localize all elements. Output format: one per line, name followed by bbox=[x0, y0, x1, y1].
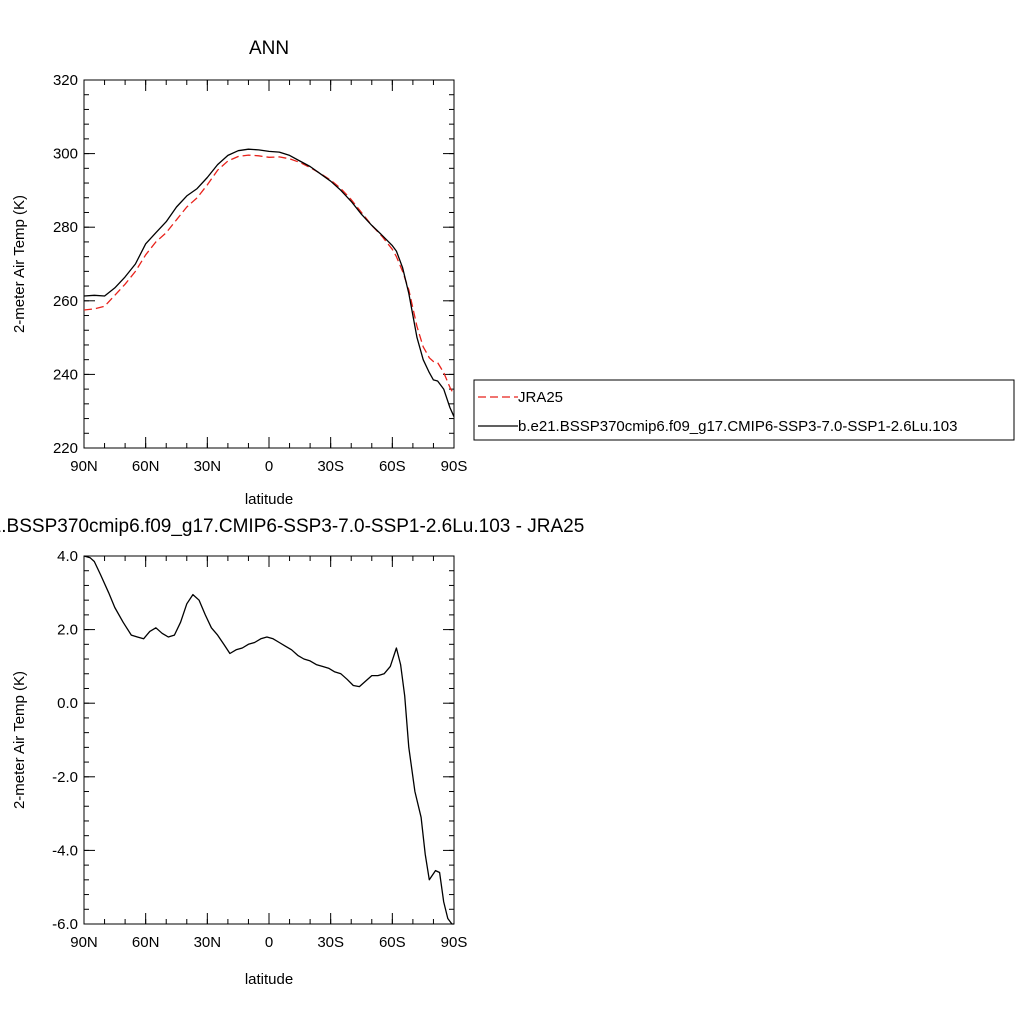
bottom-x-tick-label: 30N bbox=[194, 934, 222, 951]
top-x-tick-label: 30N bbox=[194, 458, 222, 475]
bottom-x-tick-label: 30S bbox=[317, 934, 344, 951]
bottom-plot-frame bbox=[83, 555, 455, 925]
top-x-tick-label: 90S bbox=[441, 458, 468, 475]
bottom-x-tick-label: 60N bbox=[132, 934, 160, 951]
bottom-y-tick-label: 2.0 bbox=[57, 622, 78, 639]
legend-label-jra25: JRA25 bbox=[518, 389, 563, 406]
bottom-x-tick-label: 60S bbox=[379, 934, 406, 951]
top-x-tick-label: 90N bbox=[70, 458, 98, 475]
top-x-tick-label: 60N bbox=[132, 458, 160, 475]
top-y-tick-label: 280 bbox=[53, 219, 78, 236]
top-y-tick-label: 300 bbox=[53, 146, 78, 163]
top-x-tick-label: 30S bbox=[317, 458, 344, 475]
top-plot-area: 90N 60N 30N 0 30S 60S 90S 220 240 260 280 300 320 bbox=[53, 72, 467, 475]
bottom-y-tick-label: 4.0 bbox=[57, 548, 78, 565]
top-y-tick-label: 260 bbox=[53, 293, 78, 310]
bottom-y-tick-label: -6.0 bbox=[52, 916, 78, 933]
bottom-y-tick-label: 0.0 bbox=[57, 695, 78, 712]
top-series-line-1 bbox=[83, 148, 455, 417]
top-x-axis-label: latitude bbox=[245, 491, 293, 508]
top-y-tick-label: 240 bbox=[53, 366, 78, 383]
top-y-tick-label: 220 bbox=[53, 440, 78, 457]
bottom-panel-title: b.e21.BSSP370cmip6.f09_g17.CMIP6-SSP3-7.… bbox=[0, 516, 584, 537]
bottom-x-tick-label: 0 bbox=[265, 934, 273, 951]
bottom-series-line-0 bbox=[83, 555, 454, 925]
top-series-line-0 bbox=[83, 154, 455, 395]
bottom-x-tick-label: 90S bbox=[441, 934, 468, 951]
bottom-panel: b.e21.BSSP370cmip6.f09_g17.CMIP6-SSP3-7.… bbox=[0, 516, 584, 988]
bottom-y-tick-label: -2.0 bbox=[52, 769, 78, 786]
bottom-x-tick-label: 90N bbox=[70, 934, 98, 951]
legend: JRA25 b.e21.BSSP370cmip6.f09_g17.CMIP6-S… bbox=[473, 379, 1015, 441]
top-panel: ANN 90N 60N 30N 0 30S 60S 90S 220 240 260 280 300 32… bbox=[11, 38, 467, 508]
bottom-plot-area: 90N 60N 30N 0 30S 60S 90S -6.0 -4.0 -2.0 0.0 2.0 4.0 bbox=[52, 548, 467, 951]
bottom-y-tick-label: -4.0 bbox=[52, 842, 78, 859]
bottom-x-axis-label: latitude bbox=[245, 971, 293, 988]
top-x-tick-label: 0 bbox=[265, 458, 273, 475]
top-y-axis-label: 2-meter Air Temp (K) bbox=[11, 195, 28, 333]
bottom-y-axis-label: 2-meter Air Temp (K) bbox=[11, 671, 28, 809]
legend-label-model: b.e21.BSSP370cmip6.f09_g17.CMIP6-SSP3-7.… bbox=[518, 418, 957, 435]
top-x-tick-label: 60S bbox=[379, 458, 406, 475]
legend-box bbox=[473, 379, 1015, 441]
top-y-tick-label: 320 bbox=[53, 72, 78, 89]
top-panel-title: ANN bbox=[249, 38, 289, 59]
